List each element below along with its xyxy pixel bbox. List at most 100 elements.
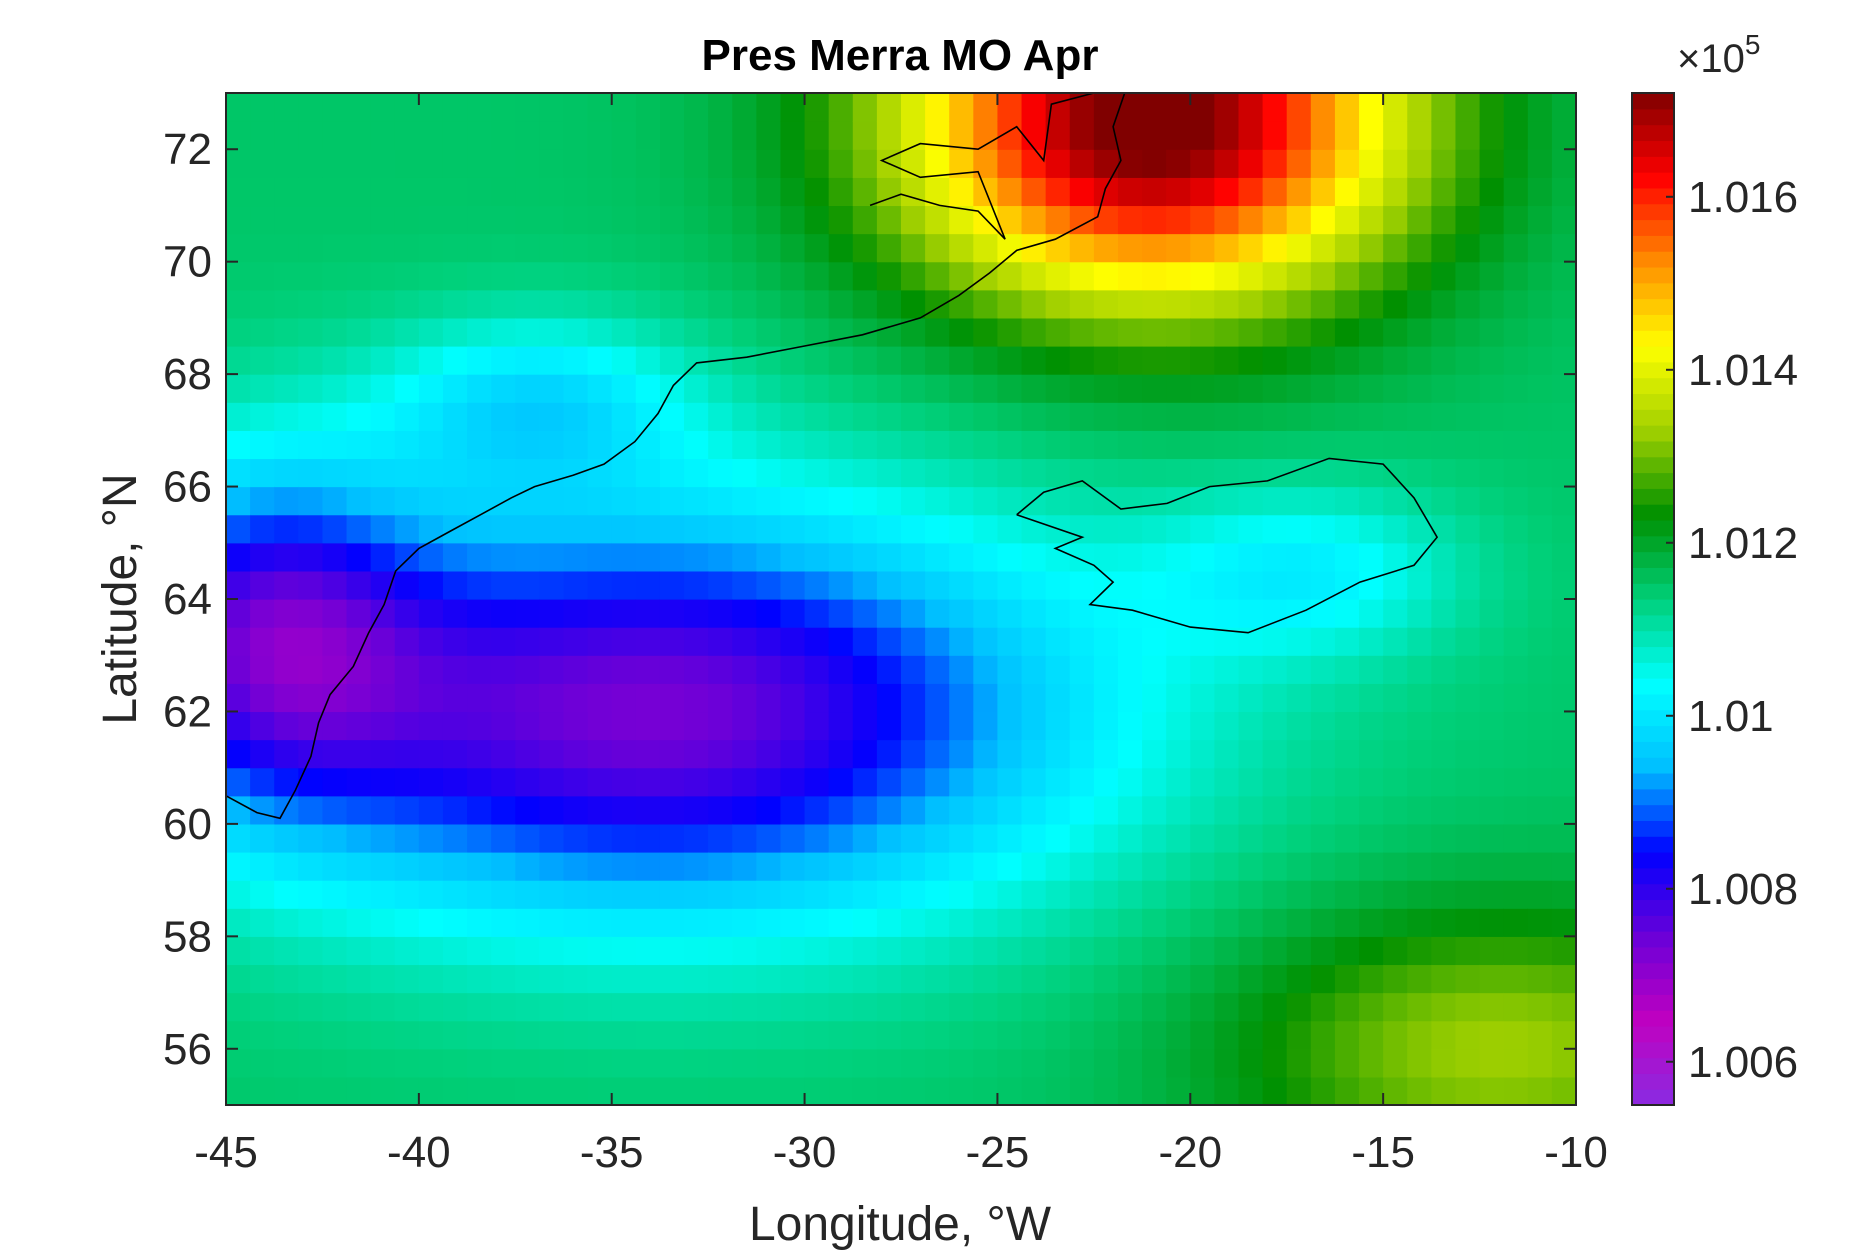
heatmap-cell bbox=[394, 542, 420, 572]
heatmap-cell bbox=[659, 908, 685, 937]
heatmap-cell bbox=[1551, 880, 1577, 909]
heatmap-cell bbox=[780, 908, 806, 937]
heatmap-cell bbox=[563, 121, 589, 150]
heatmap-cell bbox=[322, 992, 348, 1022]
heatmap-cell bbox=[1190, 739, 1215, 769]
heatmap-cell bbox=[226, 570, 251, 600]
heatmap-cell bbox=[1383, 627, 1408, 656]
heatmap-cell bbox=[346, 374, 372, 403]
heatmap-cell bbox=[1310, 1076, 1336, 1106]
heatmap-cell bbox=[611, 289, 637, 319]
heatmap-cell bbox=[804, 233, 830, 263]
heatmap-cell bbox=[1262, 711, 1288, 741]
heatmap-cell bbox=[1527, 739, 1553, 769]
heatmap-cell bbox=[1262, 346, 1288, 375]
heatmap-cell bbox=[1214, 346, 1240, 375]
heatmap-cell bbox=[1093, 1076, 1119, 1106]
heatmap-cell bbox=[708, 261, 733, 291]
heatmap-cell bbox=[1286, 261, 1312, 291]
heatmap-cell bbox=[611, 458, 637, 488]
heatmap-cell bbox=[1455, 823, 1481, 853]
heatmap-cell bbox=[250, 346, 275, 375]
heatmap-cell bbox=[1166, 1076, 1191, 1106]
heatmap-cell bbox=[394, 964, 420, 994]
heatmap-cell bbox=[732, 795, 757, 825]
heatmap-cell bbox=[515, 711, 540, 741]
heatmap-cell bbox=[901, 1076, 926, 1106]
heatmap-cell bbox=[515, 205, 540, 235]
heatmap-cell bbox=[635, 289, 661, 319]
heatmap-cell bbox=[1286, 570, 1312, 600]
heatmap-cell bbox=[1045, 880, 1071, 909]
heatmap-cell bbox=[1093, 655, 1119, 684]
heatmap-cell bbox=[322, 627, 348, 656]
heatmap-cell bbox=[515, 655, 540, 684]
heatmap-cell bbox=[852, 823, 878, 853]
heatmap-cell bbox=[684, 1048, 709, 1078]
heatmap-cell bbox=[925, 458, 950, 488]
heatmap-cell bbox=[684, 514, 709, 544]
colorbar-swatch bbox=[1632, 346, 1674, 363]
heatmap-cell bbox=[1214, 1048, 1240, 1078]
heatmap-cell bbox=[394, 1020, 420, 1050]
heatmap-cell bbox=[1021, 317, 1047, 347]
heatmap-cell bbox=[1310, 1048, 1336, 1078]
heatmap-cell bbox=[1045, 964, 1071, 994]
colorbar-swatch bbox=[1632, 994, 1674, 1011]
heatmap-cell bbox=[901, 514, 926, 544]
heatmap-cell bbox=[563, 346, 589, 375]
heatmap-cell bbox=[756, 93, 782, 122]
heatmap-cell bbox=[1551, 261, 1577, 291]
heatmap-cell bbox=[1334, 1076, 1360, 1106]
heatmap-cell bbox=[563, 627, 589, 656]
heatmap-cell bbox=[250, 317, 275, 347]
heatmap-cell bbox=[708, 570, 733, 600]
heatmap-cell bbox=[1527, 1020, 1553, 1050]
heatmap-cell bbox=[467, 1076, 492, 1106]
heatmap-cell bbox=[1334, 514, 1360, 544]
heatmap-cell bbox=[852, 852, 878, 881]
heatmap-cell bbox=[587, 711, 613, 741]
heatmap-cell bbox=[997, 486, 1023, 516]
heatmap-cell bbox=[322, 205, 348, 235]
heatmap-cell bbox=[708, 823, 733, 853]
heatmap-cell bbox=[1069, 514, 1095, 544]
heatmap-cell bbox=[852, 402, 878, 431]
heatmap-cell bbox=[828, 514, 854, 544]
heatmap-cell bbox=[1021, 514, 1047, 544]
heatmap-cell bbox=[876, 486, 902, 516]
heatmap-cell bbox=[370, 936, 396, 966]
heatmap-cell bbox=[1359, 599, 1384, 628]
heatmap-cell bbox=[563, 852, 589, 881]
heatmap-cell bbox=[1262, 570, 1288, 600]
heatmap-cell bbox=[1383, 964, 1408, 994]
heatmap-cell bbox=[274, 458, 299, 488]
heatmap-cell bbox=[732, 317, 757, 347]
heatmap-cell bbox=[659, 964, 685, 994]
heatmap-cell bbox=[539, 795, 565, 825]
heatmap-cell bbox=[298, 486, 324, 516]
heatmap-cell bbox=[539, 486, 565, 516]
heatmap-cell bbox=[949, 683, 974, 713]
heatmap-cell bbox=[828, 627, 854, 656]
heatmap-cell bbox=[539, 205, 565, 235]
heatmap-cell bbox=[1117, 852, 1143, 881]
heatmap-cell bbox=[1503, 908, 1529, 937]
heatmap-cell bbox=[1190, 317, 1215, 347]
heatmap-cell bbox=[1407, 655, 1432, 684]
heatmap-cell bbox=[973, 542, 999, 572]
heatmap-cell bbox=[635, 823, 661, 853]
heatmap-cell bbox=[1359, 514, 1384, 544]
heatmap-cell bbox=[1551, 964, 1577, 994]
heatmap-cell bbox=[1359, 823, 1384, 853]
heatmap-cell bbox=[1551, 121, 1577, 150]
heatmap-cell bbox=[1286, 823, 1312, 853]
heatmap-cell bbox=[1190, 880, 1215, 909]
heatmap-cell bbox=[1334, 570, 1360, 600]
heatmap-cell bbox=[1238, 149, 1264, 178]
heatmap-cell bbox=[756, 149, 782, 178]
heatmap-cell bbox=[418, 683, 444, 713]
heatmap-cell bbox=[1431, 964, 1457, 994]
heatmap-cell bbox=[515, 767, 540, 797]
heatmap-cell bbox=[587, 346, 613, 375]
